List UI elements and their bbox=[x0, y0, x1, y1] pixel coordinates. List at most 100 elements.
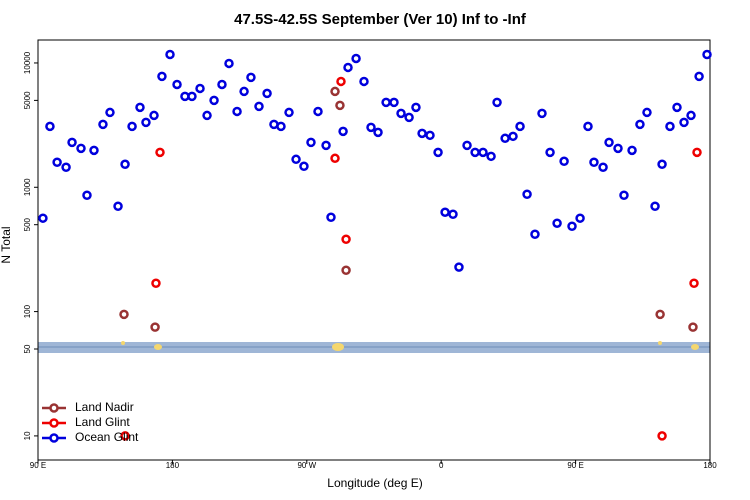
point bbox=[326, 212, 336, 222]
point bbox=[67, 137, 77, 148]
point bbox=[299, 161, 309, 172]
legend-label: Land Glint bbox=[75, 415, 130, 429]
point bbox=[583, 121, 593, 132]
y-tick-label: 5000 bbox=[23, 91, 32, 109]
point bbox=[515, 121, 525, 132]
point bbox=[61, 162, 71, 173]
chart-title: 47.5S-42.5S September (Ver 10) Inf to -I… bbox=[234, 11, 527, 28]
point bbox=[657, 431, 667, 441]
x-tick-label: 180 bbox=[703, 461, 717, 470]
legend-label: Land Nadir bbox=[75, 400, 134, 414]
point bbox=[478, 147, 488, 158]
x-axis-label: Longitude (deg E) bbox=[327, 476, 422, 490]
point bbox=[343, 62, 353, 73]
point bbox=[246, 72, 256, 83]
legend-marker bbox=[49, 403, 59, 413]
y-tick-label: 1000 bbox=[23, 178, 32, 196]
point bbox=[165, 49, 175, 60]
point bbox=[351, 53, 361, 64]
point bbox=[76, 143, 86, 154]
point bbox=[232, 106, 242, 117]
legend-marker bbox=[49, 418, 59, 428]
point bbox=[627, 145, 637, 156]
point bbox=[105, 107, 115, 118]
point bbox=[217, 79, 227, 90]
point bbox=[598, 162, 608, 173]
point bbox=[254, 101, 264, 112]
point bbox=[679, 117, 689, 128]
point bbox=[411, 102, 421, 113]
x-tick-label: 90 W bbox=[297, 461, 316, 470]
point bbox=[335, 100, 345, 111]
point bbox=[665, 121, 675, 132]
point bbox=[38, 213, 48, 223]
point bbox=[262, 88, 272, 99]
point bbox=[655, 309, 665, 320]
point bbox=[567, 221, 577, 231]
point bbox=[417, 128, 427, 139]
point bbox=[462, 140, 472, 151]
point bbox=[688, 322, 698, 332]
point bbox=[127, 121, 137, 132]
point bbox=[454, 262, 464, 272]
point bbox=[120, 431, 130, 441]
point bbox=[404, 112, 414, 123]
point bbox=[239, 86, 249, 97]
point bbox=[89, 145, 99, 156]
point bbox=[689, 278, 699, 289]
point bbox=[686, 110, 696, 121]
point bbox=[155, 147, 165, 158]
point bbox=[341, 265, 351, 276]
legend-label: Ocean Glint bbox=[75, 430, 139, 444]
band-dots bbox=[121, 341, 699, 351]
point bbox=[373, 127, 383, 138]
point bbox=[702, 49, 712, 60]
point bbox=[119, 309, 129, 320]
point bbox=[492, 97, 502, 108]
point bbox=[522, 189, 532, 199]
point bbox=[82, 190, 92, 200]
point bbox=[151, 278, 161, 289]
point bbox=[141, 117, 151, 128]
point bbox=[149, 110, 159, 121]
point bbox=[672, 102, 682, 113]
point bbox=[537, 108, 547, 119]
point bbox=[500, 133, 510, 144]
plot-frame bbox=[37, 39, 711, 461]
point bbox=[135, 102, 145, 113]
point bbox=[330, 153, 340, 164]
point bbox=[45, 121, 55, 132]
point bbox=[366, 122, 376, 133]
point bbox=[642, 107, 652, 118]
point bbox=[530, 229, 540, 239]
point bbox=[433, 147, 443, 158]
point bbox=[425, 130, 435, 141]
point bbox=[306, 137, 316, 148]
point bbox=[486, 151, 496, 162]
point bbox=[150, 322, 160, 332]
point bbox=[187, 91, 197, 102]
point bbox=[575, 213, 585, 223]
point bbox=[113, 201, 123, 211]
point bbox=[313, 106, 323, 117]
point bbox=[284, 107, 294, 118]
point bbox=[552, 218, 562, 228]
point bbox=[202, 110, 212, 121]
point bbox=[613, 143, 623, 154]
point bbox=[172, 79, 182, 90]
y-tick-label: 500 bbox=[23, 217, 32, 231]
point bbox=[508, 131, 518, 142]
point bbox=[359, 76, 369, 87]
point bbox=[330, 86, 340, 97]
x-tick-label: 0 bbox=[439, 461, 444, 470]
point bbox=[657, 159, 667, 170]
point bbox=[195, 83, 205, 94]
point bbox=[448, 209, 458, 219]
point bbox=[545, 147, 555, 158]
point bbox=[321, 140, 331, 151]
point bbox=[341, 234, 351, 244]
point bbox=[209, 95, 219, 106]
point bbox=[559, 156, 569, 167]
